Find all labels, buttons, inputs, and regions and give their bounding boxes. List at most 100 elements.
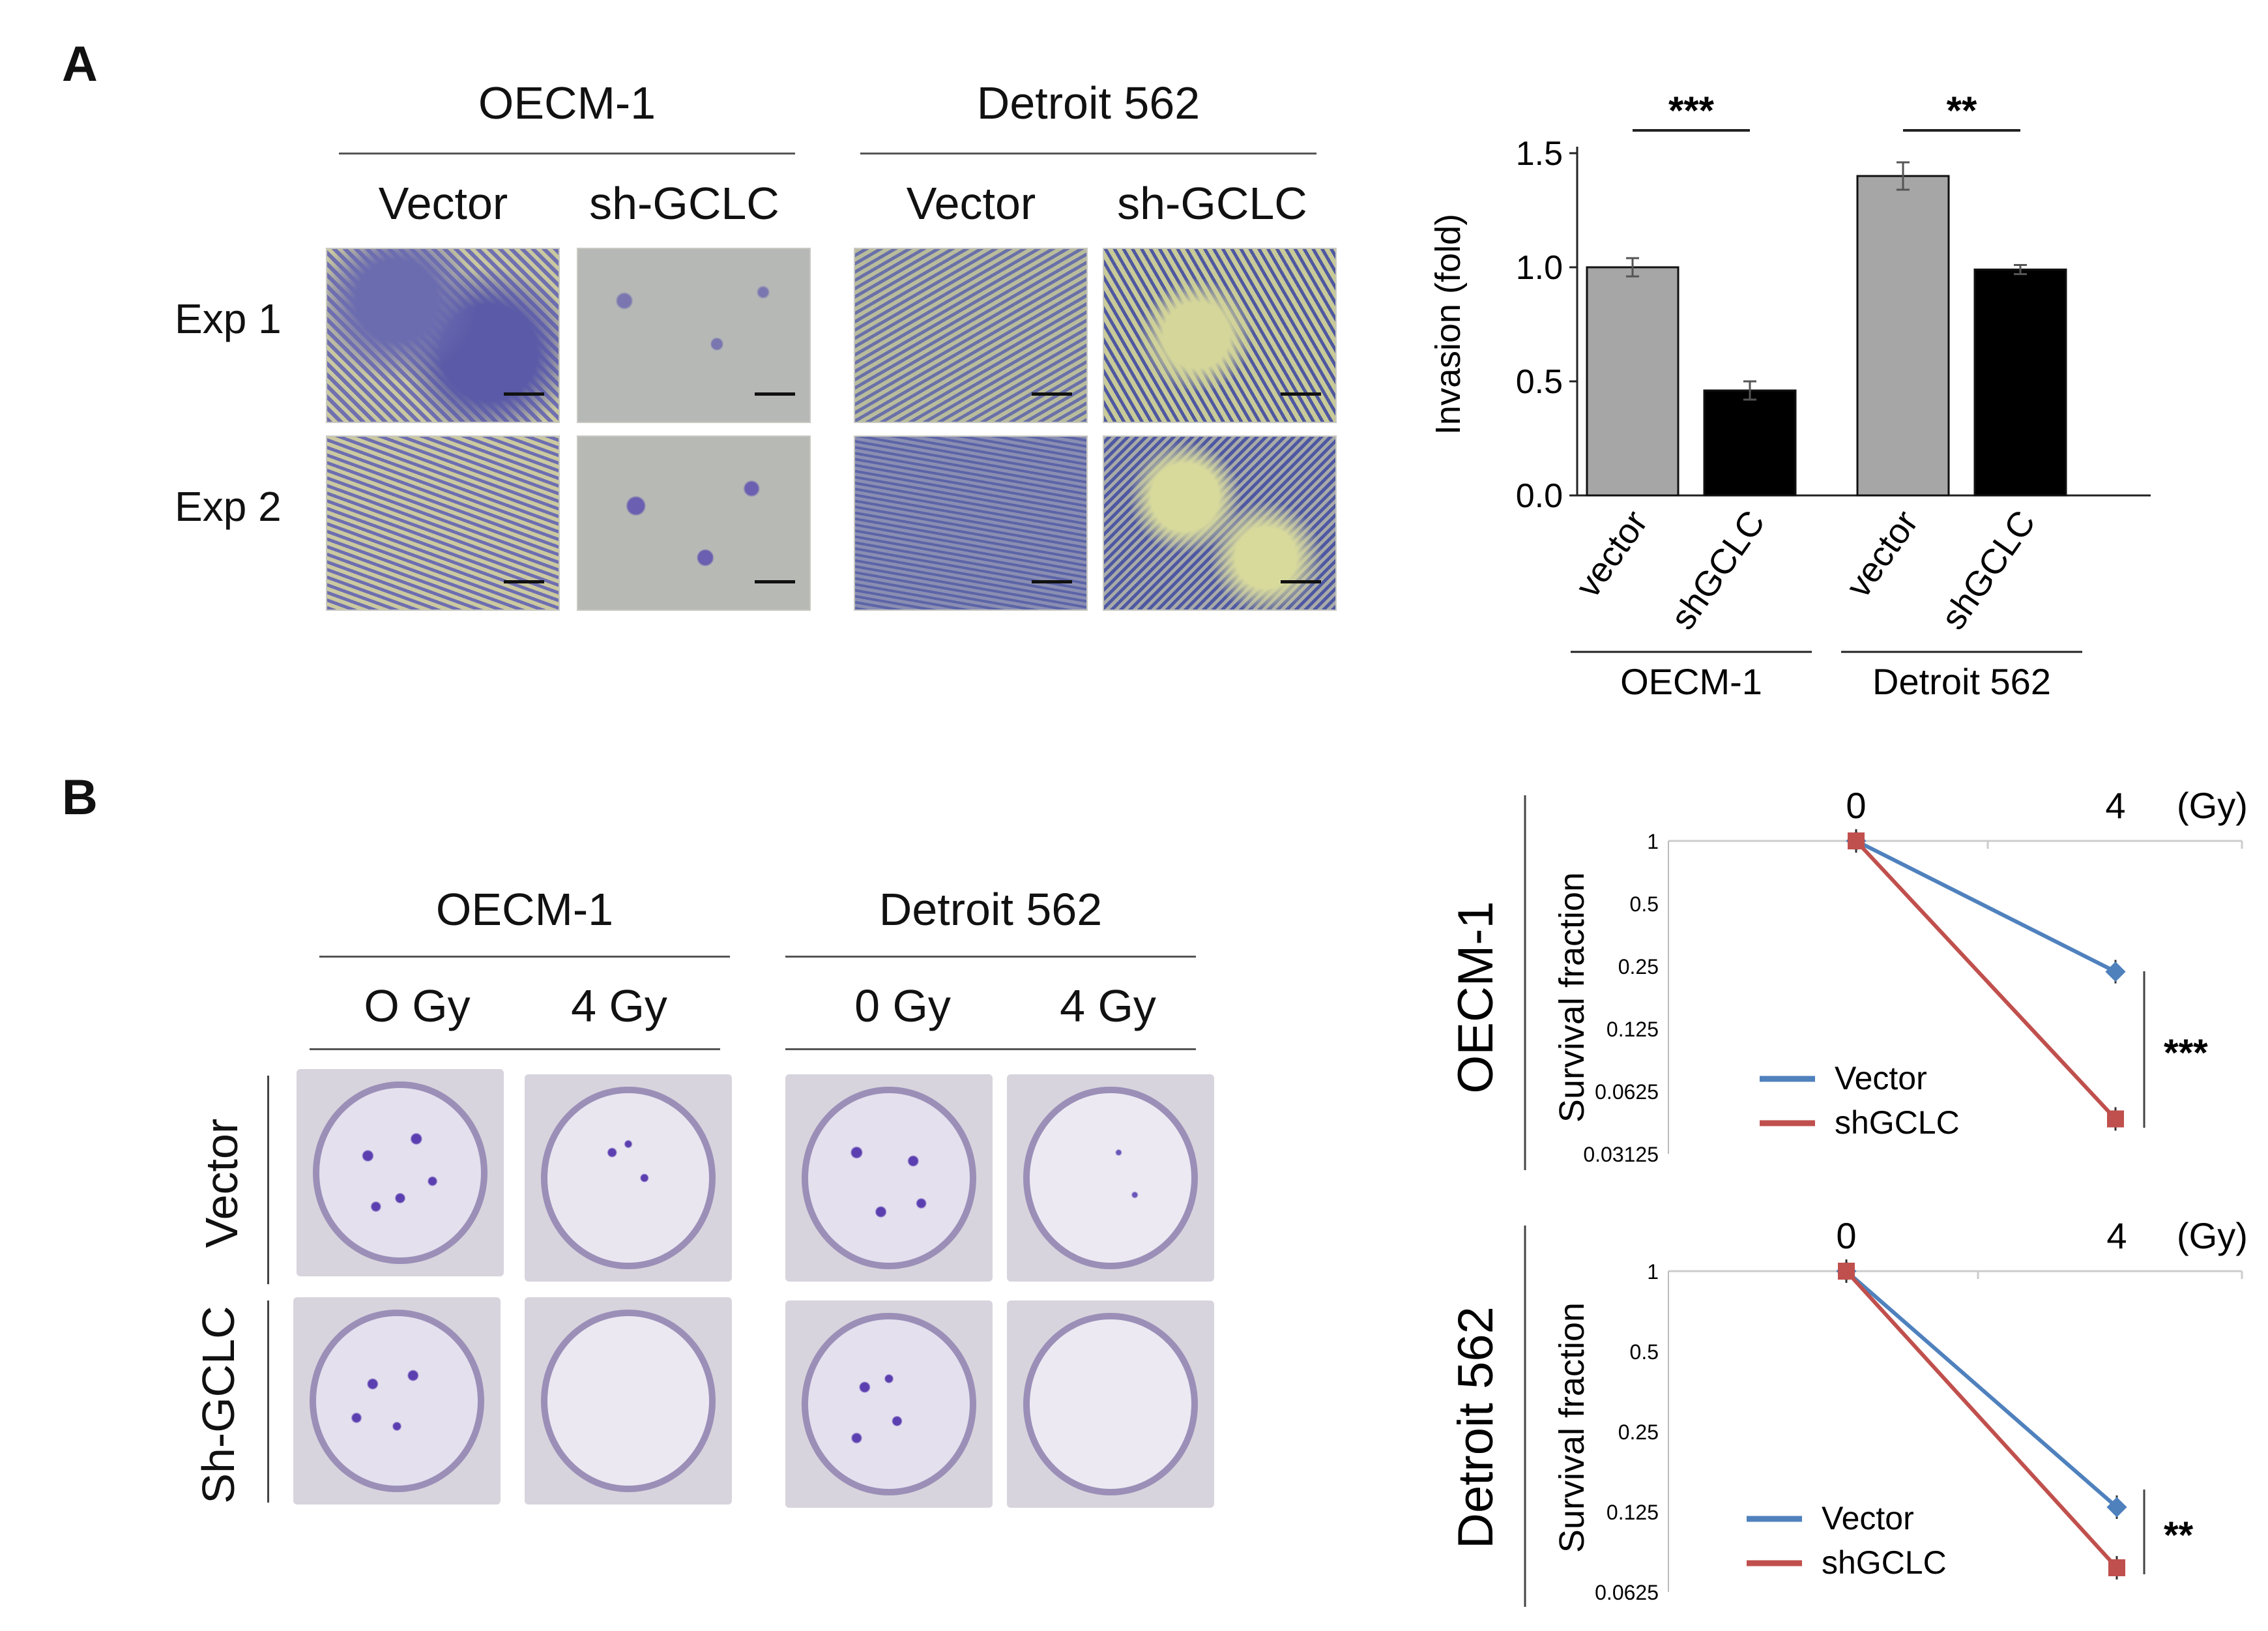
y-tick-label: 0.125 (1606, 1501, 1659, 1524)
panel-a-row-label: Exp 1 (175, 295, 282, 342)
y-tick-label: 0.5 (1630, 1340, 1659, 1364)
micrograph-oecm1-vector-exp1 (326, 248, 560, 423)
bar (1703, 389, 1797, 497)
group-label: Detroit 562 (1872, 661, 2051, 702)
group-label: OECM-1 (1620, 661, 1762, 702)
significance-label: ** (1947, 89, 1977, 132)
micrograph-detroit-vector-exp1 (854, 248, 1088, 423)
legend-label: shGCLC (1835, 1104, 1960, 1141)
panel-a-group-title-detroit: Detroit 562 (976, 78, 1200, 128)
chart-title: OECM-1 (1448, 901, 1504, 1094)
data-point (1848, 832, 1865, 849)
panel-b-row-label: Vector (196, 1118, 247, 1248)
micrograph-detroit-vector-exp2 (854, 435, 1088, 611)
scale-bar (755, 392, 795, 396)
dish-oecm1-vector-0gy (297, 1069, 504, 1276)
panel-b-col-label: 0 Gy (854, 980, 951, 1031)
x-top-tick-label: 4 (2105, 785, 2125, 826)
significance-label: ** (2164, 1514, 2194, 1557)
y-axis-label: Survival fraction (1552, 872, 1592, 1123)
dish-detroit-shgclc-4gy (1007, 1300, 1214, 1508)
bar (1586, 266, 1679, 497)
panel-a-group-title-oecm1: OECM-1 (478, 78, 656, 128)
data-point (2105, 962, 2126, 982)
panel-b-col-label: 4 Gy (1060, 980, 1156, 1031)
y-tick-label: 0.25 (1618, 955, 1659, 978)
legend-label: shGCLC (1822, 1544, 1947, 1581)
y-axis-label: Survival fraction (1552, 1302, 1592, 1553)
data-point (2106, 1497, 2127, 1518)
panel-b-row-rule-vector (267, 1076, 269, 1284)
x-top-tick-label: 0 (1846, 785, 1866, 826)
legend-label: Vector (1835, 1060, 1927, 1096)
panel-b-row-label: Sh-GCLC (193, 1306, 244, 1504)
scale-bar (1032, 392, 1072, 396)
scale-bar (1281, 580, 1321, 583)
panel-b-group-rule-detroit (785, 956, 1196, 958)
micrograph-oecm1-shgclc-exp2 (577, 435, 811, 611)
panel-a-row-label: Exp 2 (175, 483, 282, 530)
y-tick-label: 1 (1647, 1260, 1659, 1284)
x-tick-label: vector (1568, 503, 1655, 604)
micrograph-detroit-shgclc-exp2 (1103, 435, 1337, 611)
x-tick-label: shGCLC (1663, 503, 1773, 636)
panel-a-col-label: Vector (378, 178, 508, 229)
x-tick-label: shGCLC (1934, 503, 2043, 636)
bar (1973, 269, 2067, 497)
x-top-tick-label: 4 (2106, 1215, 2127, 1256)
scale-bar (755, 580, 795, 583)
bar (1856, 175, 1950, 497)
micrograph-detroit-shgclc-exp1 (1103, 248, 1337, 423)
survival-chart-detroit: Detroit 562 Survival fraction 1 0.5 0.25 0.12… (1448, 1215, 2248, 1607)
series-line (1855, 839, 2117, 974)
panel-b-col-rule-oecm1 (310, 1048, 720, 1050)
y-tick-label: 0.0625 (1595, 1080, 1659, 1104)
dish-oecm1-shgclc-0gy (293, 1297, 501, 1505)
dish-detroit-vector-4gy (1007, 1074, 1214, 1282)
y-tick-label: 0.25 (1618, 1420, 1659, 1444)
panel-b-group-title-detroit: Detroit 562 (879, 884, 1103, 935)
y-tick-label: 1 (1647, 830, 1659, 853)
scale-bar (504, 392, 544, 396)
y-tick-label: 0.5 (1516, 363, 1563, 401)
dish-detroit-shgclc-0gy (785, 1300, 993, 1508)
y-tick-label: 0.125 (1606, 1018, 1659, 1041)
y-tick-label: 0.5 (1630, 892, 1659, 916)
panel-b-group-rule-oecm1 (319, 956, 730, 958)
panel-b-col-label: O Gy (364, 980, 471, 1031)
micrograph-oecm1-shgclc-exp1 (577, 248, 811, 423)
panel-a-label: A (62, 37, 98, 92)
y-tick-label: 0.0625 (1595, 1581, 1659, 1604)
legend-label: Vector (1822, 1500, 1914, 1536)
panel-b-col-rule-detroit (785, 1048, 1196, 1050)
panel-b-row-rule-shgclc (267, 1300, 269, 1503)
data-point (2107, 1110, 2124, 1128)
panel-a-group-rule-detroit (860, 153, 1316, 154)
y-tick-label: 0.0 (1516, 477, 1563, 515)
scale-bar (1281, 392, 1321, 396)
y-tick-label: 1.0 (1516, 249, 1563, 287)
series-line (1854, 839, 2117, 1121)
data-point (1838, 1263, 1855, 1280)
panel-b-label: B (62, 770, 98, 825)
y-tick-label: 0.03125 (1583, 1143, 1659, 1166)
significance-label: *** (2164, 1032, 2208, 1074)
x-top-tick-label: 0 (1836, 1215, 1856, 1256)
survival-chart-oecm1: OECM-1 Survival fraction 1 0.5 0.25 0.125 0.06… (1448, 785, 2248, 1170)
panel-a-group-rule-oecm1 (339, 153, 795, 154)
micrograph-oecm1-vector-exp2 (326, 435, 560, 611)
panel-a-col-label: Vector (906, 178, 1036, 229)
x-unit-label: (Gy) (2177, 785, 2248, 826)
data-point (2108, 1559, 2125, 1576)
x-unit-label: (Gy) (2177, 1215, 2248, 1256)
panel-a-col-label: sh-GCLC (1117, 178, 1307, 229)
x-tick-label: vector (1839, 503, 1926, 604)
panel-b-group-title-oecm1: OECM-1 (435, 884, 614, 935)
chart-title: Detroit 562 (1448, 1306, 1504, 1549)
dish-oecm1-shgclc-4gy (525, 1297, 732, 1505)
y-tick-label: 1.5 (1516, 135, 1563, 173)
series-line (1844, 1269, 2119, 1569)
y-axis-label: Invasion (fold) (1429, 214, 1468, 435)
panel-a-col-label: sh-GCLC (589, 178, 779, 229)
dish-detroit-vector-0gy (785, 1074, 993, 1282)
